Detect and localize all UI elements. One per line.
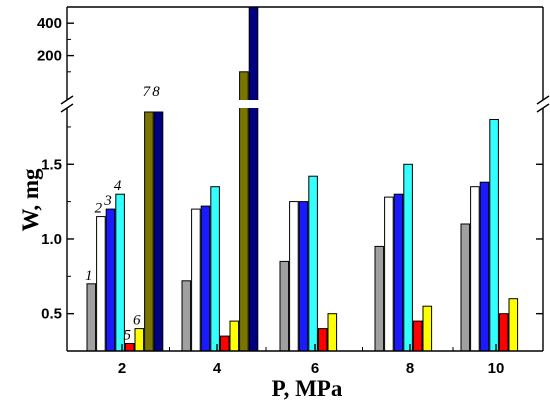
bar-number-label: 1 (85, 268, 93, 284)
bar-number-label: 3 (103, 193, 112, 209)
axis-break-mark (60, 103, 74, 113)
bar-number-label: 4 (114, 178, 122, 194)
y-tick-label-upper: 200 (37, 48, 62, 65)
bar-series-3-p-2 (105, 208, 116, 352)
x-tick-label: 4 (213, 360, 222, 377)
bar-series-1-p-10 (460, 223, 471, 352)
bar-number-label: 7 (143, 84, 152, 100)
bar-number-label: 5 (123, 328, 131, 344)
bar-series-5-p-10 (498, 313, 509, 352)
bar-series-4-p-4 (210, 186, 220, 352)
bar-series-2-p-8 (384, 196, 394, 352)
x-axis-title: P, MPa (272, 376, 343, 401)
bar-series-5-p-6 (317, 328, 328, 352)
bar-number-label: 8 (152, 84, 160, 100)
y-axis-title: W, mg (18, 168, 43, 232)
bar-series-4-p-6 (308, 175, 318, 352)
bar-series-6-p-4 (229, 320, 240, 352)
bar-series-6-p-10 (508, 298, 519, 352)
bar-series-2-p-6 (289, 201, 299, 352)
bar-series-6-p-2 (134, 328, 145, 352)
x-tick-label: 2 (118, 360, 126, 377)
bar-series-4-p-10 (489, 119, 499, 352)
bars (86, 6, 519, 352)
bar-series-5-p-2 (124, 343, 135, 352)
x-tick-label: 8 (406, 360, 414, 377)
axis-break-mark (60, 95, 74, 105)
bar-series-1-p-8 (374, 245, 385, 352)
bar-series-4-p-8 (403, 163, 413, 352)
bar-series-6-p-8 (422, 305, 433, 352)
y-tick-label-upper: 400 (37, 15, 62, 32)
bar-series-2-p-4 (191, 208, 201, 352)
bar-series-3-p-6 (298, 201, 309, 352)
x-tick-label: 6 (311, 360, 319, 377)
bar-series-7-p-4 (239, 71, 249, 352)
bar-series-6-p-6 (327, 313, 338, 352)
bar-series-1-p-4 (181, 280, 192, 352)
bar-series-7-p-2 (144, 111, 154, 352)
y-tick-label: 1.0 (41, 231, 62, 248)
axis-break-gap (0, 100, 550, 108)
bar-series-1-p-6 (279, 260, 290, 352)
bar-series-5-p-4 (219, 335, 230, 352)
bar-series-2-p-2 (96, 216, 106, 352)
x-tick-label: 10 (488, 360, 505, 377)
bar-series-3-p-8 (393, 193, 404, 352)
bar-series-5-p-8 (412, 320, 423, 352)
bar-series-1-p-2 (86, 283, 97, 352)
y-tick-label: 1.5 (41, 156, 62, 173)
y-tick-label: 0.5 (41, 306, 62, 323)
bar-series-3-p-4 (200, 205, 211, 352)
axis-break-mark (536, 103, 550, 113)
bar-series-8-p-4 (248, 6, 259, 352)
bar-series-3-p-10 (479, 181, 490, 352)
bar-number-label: 6 (133, 313, 141, 329)
bar-number-label: 2 (95, 201, 103, 217)
bar-number-labels: 1 2 34 56 7 8 (85, 84, 160, 344)
bar-series-2-p-10 (470, 186, 480, 352)
bar-series-8-p-2 (153, 111, 164, 352)
axis-break-mark (536, 95, 550, 105)
